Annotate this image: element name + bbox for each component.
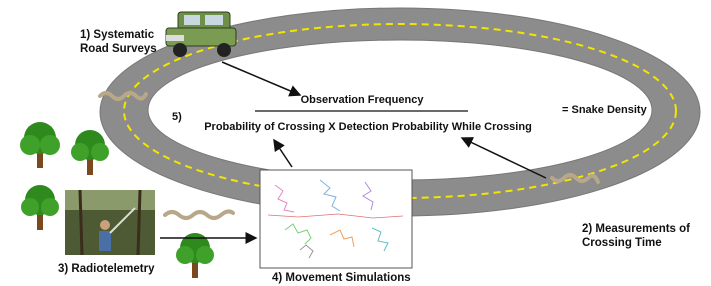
equation-numerator: Observation Frequency bbox=[301, 94, 425, 106]
diagram: 1) Systematic Road Surveys 2) Measuremen… bbox=[0, 0, 711, 286]
equation-denominator: Probability of Crossing X Detection Prob… bbox=[204, 121, 532, 133]
simulation-image bbox=[260, 170, 412, 268]
radiotelemetry-label: 3) Radiotelemetry bbox=[58, 263, 155, 275]
tree bbox=[71, 130, 109, 175]
equation-result: = Snake Density bbox=[562, 104, 648, 116]
movement-simulations-label: 4) Movement Simulations bbox=[272, 272, 411, 284]
tree bbox=[176, 233, 214, 278]
label-line: 1) Systematic bbox=[80, 29, 155, 41]
road-surveys-label: 1) Systematic Road Surveys bbox=[80, 29, 157, 55]
equation-number: 5) bbox=[172, 111, 182, 123]
radiotelemetry-photo bbox=[65, 190, 155, 255]
label-line: Crossing Time bbox=[582, 237, 662, 249]
snake bbox=[165, 211, 233, 218]
tree bbox=[20, 122, 60, 168]
label-line: Road Surveys bbox=[80, 43, 157, 55]
crossing-time-label: 2) Measurements of Crossing Time bbox=[582, 223, 693, 249]
label-line: 2) Measurements of bbox=[582, 223, 690, 235]
tree bbox=[21, 185, 59, 230]
